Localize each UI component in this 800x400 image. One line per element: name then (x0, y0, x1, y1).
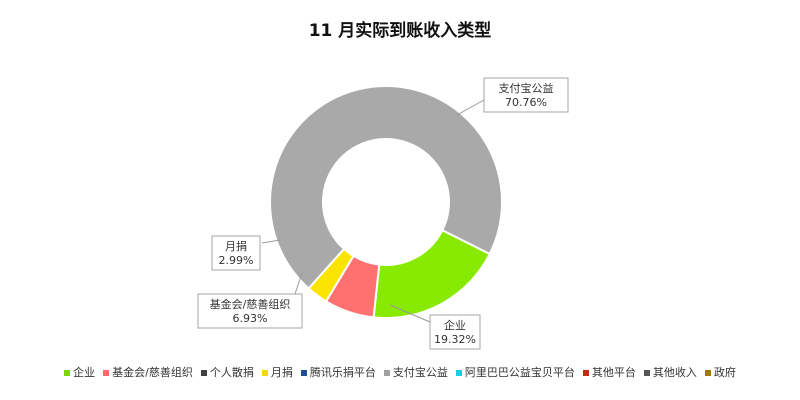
slice-value-2: 2.99% (219, 254, 254, 267)
legend-label-3: 月捐 (270, 366, 293, 379)
callout-leader-2 (261, 239, 281, 244)
legend-item-1: 基金会/慈善组织 (103, 364, 193, 380)
slice-label-3: 支付宝公益 (499, 81, 554, 95)
legend-item-3: 月捐 (261, 364, 293, 380)
legend-item-7: 其他平台 (582, 364, 636, 380)
callout-box-2 (211, 235, 261, 271)
callout-box-3 (483, 77, 569, 113)
slice-label-2: 月捐 (225, 239, 247, 253)
legend-item-6: 阿里巴巴公益宝贝平台 (455, 364, 575, 380)
slice-label-0: 企业 (444, 318, 466, 332)
legend-item-5: 支付宝公益 (383, 364, 448, 380)
callout-leader-0 (389, 304, 431, 323)
callout-leader-3 (456, 99, 485, 116)
legend-swatch-1 (103, 370, 110, 376)
legend-label-7: 其他平台 (591, 366, 636, 379)
legend-swatch-7 (582, 370, 589, 376)
legend-item-8: 其他收入 (643, 364, 697, 380)
legend-label-0: 企业 (73, 366, 96, 379)
legend-label-8: 其他收入 (652, 366, 697, 379)
chart-legend: 企业 基金会/慈善组织 个人散捐 月捐 腾讯乐捐平台 支付宝公益 阿里巴巴公益宝贝平台 其他平… (0, 364, 800, 380)
legend-swatch-0 (64, 370, 71, 376)
legend-item-2: 个人散捐 (200, 364, 254, 380)
callout-box-1 (197, 293, 303, 329)
legend-swatch-6 (455, 370, 462, 376)
legend-swatch-2 (200, 370, 207, 376)
callout-box-0 (429, 314, 481, 350)
chart-title: 11 月实际到账收入类型 (308, 21, 492, 41)
legend-label-6: 阿里巴巴公益宝贝平台 (464, 366, 575, 379)
slice-3 (269, 85, 503, 290)
legend-item-4: 腾讯乐捐平台 (300, 364, 376, 380)
legend-swatch-9 (704, 370, 711, 376)
legend-label-1: 基金会/慈善组织 (112, 366, 193, 379)
legend-label-4: 腾讯乐捐平台 (309, 366, 376, 379)
legend-label-2: 个人散捐 (209, 366, 254, 379)
legend-swatch-3 (261, 370, 268, 376)
slice-value-3: 70.76% (505, 96, 547, 109)
legend-swatch-5 (383, 370, 390, 376)
slice-value-0: 19.32% (434, 333, 476, 346)
legend-label-5: 支付宝公益 (392, 366, 448, 379)
legend-item-0: 企业 (64, 364, 95, 380)
slice-label-1: 基金会/慈善组织 (210, 297, 291, 311)
legend-swatch-4 (300, 370, 307, 376)
legend-swatch-8 (643, 370, 650, 376)
slice-value-1: 6.93% (233, 312, 268, 325)
legend-label-9: 政府 (713, 366, 736, 379)
legend-item-9: 政府 (704, 364, 736, 380)
callout-leader-1 (294, 272, 303, 295)
